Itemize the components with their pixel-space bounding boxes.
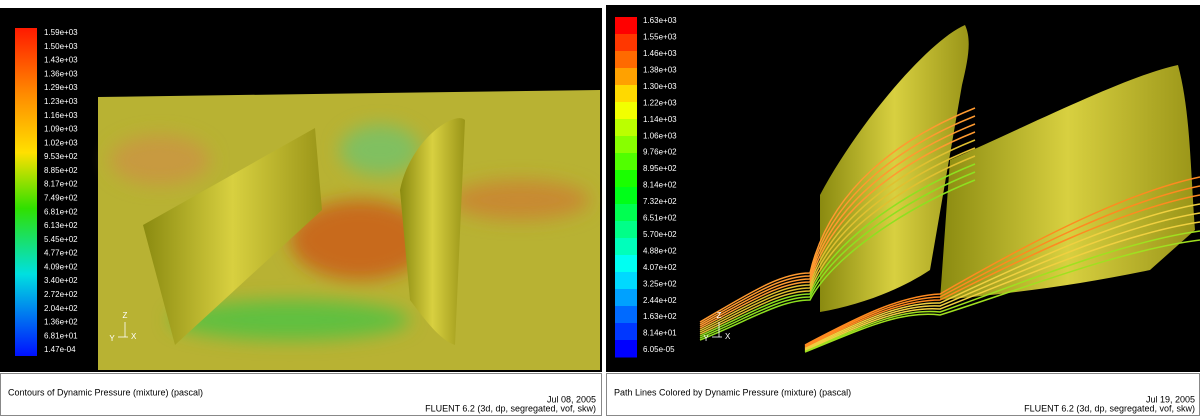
legend-label: 7.32e+02 bbox=[643, 197, 677, 206]
legend-label: 8.85e+02 bbox=[44, 166, 78, 175]
left-panel: 1.59e+03 1.50e+03 1.43e+03 1.36e+03 1.29e+03… bbox=[0, 8, 602, 416]
legend-label: 9.53e+02 bbox=[44, 152, 78, 161]
legend-label: 6.05e-05 bbox=[643, 345, 675, 354]
colorbar-band bbox=[615, 323, 637, 341]
legend-label: 1.06e+03 bbox=[643, 131, 677, 140]
legend-label: 5.70e+02 bbox=[643, 230, 677, 239]
legend-label: 8.14e+01 bbox=[643, 329, 677, 338]
legend-label: 6.51e+02 bbox=[643, 214, 677, 223]
colorbar-band bbox=[615, 102, 637, 120]
colorbar-band bbox=[615, 204, 637, 222]
legend-label: 5.45e+02 bbox=[44, 235, 78, 244]
colorbar bbox=[615, 17, 637, 358]
legend-label: 1.43e+03 bbox=[44, 56, 78, 65]
axis-label: X bbox=[725, 332, 731, 341]
legend-label: 6.13e+02 bbox=[44, 221, 78, 230]
legend-label: 2.04e+02 bbox=[44, 304, 78, 313]
legend-label: 3.40e+02 bbox=[44, 276, 78, 285]
colorbar-band bbox=[615, 306, 637, 324]
legend-label: 1.23e+03 bbox=[44, 97, 78, 106]
legend-label: 1.14e+03 bbox=[643, 115, 677, 124]
legend-label: 1.55e+03 bbox=[643, 33, 677, 42]
legend-label: 7.49e+02 bbox=[44, 194, 78, 203]
colorbar-band bbox=[615, 153, 637, 171]
legend-label: 1.02e+03 bbox=[44, 138, 78, 147]
legend-label: 1.46e+03 bbox=[643, 49, 677, 58]
legend-label: 6.81e+01 bbox=[44, 331, 78, 340]
legend-label: 4.09e+02 bbox=[44, 262, 78, 271]
colorbar-band bbox=[615, 340, 637, 358]
legend-label: 1.63e+02 bbox=[643, 312, 677, 321]
axis-label: Y bbox=[703, 334, 709, 343]
legend-label: 2.44e+02 bbox=[643, 296, 677, 305]
legend-label: 1.36e+03 bbox=[44, 69, 78, 78]
colorbar-band bbox=[615, 255, 637, 273]
solver: FLUENT 6.2 (3d, dp, segregated, vof, skw… bbox=[1024, 403, 1195, 413]
legend-label: 1.63e+03 bbox=[643, 16, 677, 25]
axis-label: Z bbox=[123, 311, 128, 320]
colorbar-band bbox=[615, 170, 637, 188]
legend-label: 1.36e+02 bbox=[44, 318, 78, 327]
legend-label: 1.09e+03 bbox=[44, 125, 78, 134]
colorbar-band bbox=[615, 17, 637, 35]
legend-label: 3.25e+02 bbox=[643, 279, 677, 288]
colorbar-band bbox=[615, 272, 637, 290]
colorbar-band bbox=[615, 34, 637, 52]
legend-label: 8.95e+02 bbox=[643, 164, 677, 173]
solver: FLUENT 6.2 (3d, dp, segregated, vof, skw… bbox=[425, 403, 596, 413]
colorbar-band bbox=[615, 136, 637, 154]
legend-label: 6.81e+02 bbox=[44, 207, 78, 216]
legend-label: 1.50e+03 bbox=[44, 42, 78, 51]
colorbar-band bbox=[615, 187, 637, 205]
legend-label: 1.38e+03 bbox=[643, 65, 677, 74]
legend-label: 1.59e+03 bbox=[44, 28, 78, 37]
colorbar-band bbox=[615, 68, 637, 86]
right-panel: 1.63e+03 1.55e+03 1.46e+03 1.38e+03 1.30e+03… bbox=[606, 5, 1200, 416]
colorbar-band bbox=[615, 85, 637, 103]
legend-label: 4.07e+02 bbox=[643, 263, 677, 272]
legend-label: 2.72e+02 bbox=[44, 290, 78, 299]
colorbar-band bbox=[615, 238, 637, 256]
colorbar bbox=[15, 28, 37, 356]
legend-label: 1.30e+03 bbox=[643, 82, 677, 91]
caption: Contours of Dynamic Pressure (mixture) (… bbox=[8, 387, 203, 397]
legend-label: 1.22e+03 bbox=[643, 98, 677, 107]
colorbar-band bbox=[615, 51, 637, 69]
legend-label: 8.17e+02 bbox=[44, 180, 78, 189]
legend-label: 8.14e+02 bbox=[643, 181, 677, 190]
legend-label: 1.16e+03 bbox=[44, 111, 78, 120]
axis-label: Z bbox=[717, 311, 722, 320]
legend-label: 4.77e+02 bbox=[44, 249, 78, 258]
legend-label: 1.47e-04 bbox=[44, 345, 76, 354]
colorbar-band bbox=[615, 221, 637, 239]
axis-label: Y bbox=[109, 334, 115, 343]
legend-label: 1.29e+03 bbox=[44, 83, 78, 92]
screenshot: 1.59e+03 1.50e+03 1.43e+03 1.36e+03 1.29e+03… bbox=[0, 0, 1200, 416]
caption: Path Lines Colored by Dynamic Pressure (… bbox=[614, 387, 851, 397]
legend-label: 9.76e+02 bbox=[643, 148, 677, 157]
colorbar-band bbox=[615, 289, 637, 307]
colorbar-band bbox=[615, 119, 637, 137]
legend-label: 4.88e+02 bbox=[643, 246, 677, 255]
axis-label: X bbox=[131, 332, 137, 341]
